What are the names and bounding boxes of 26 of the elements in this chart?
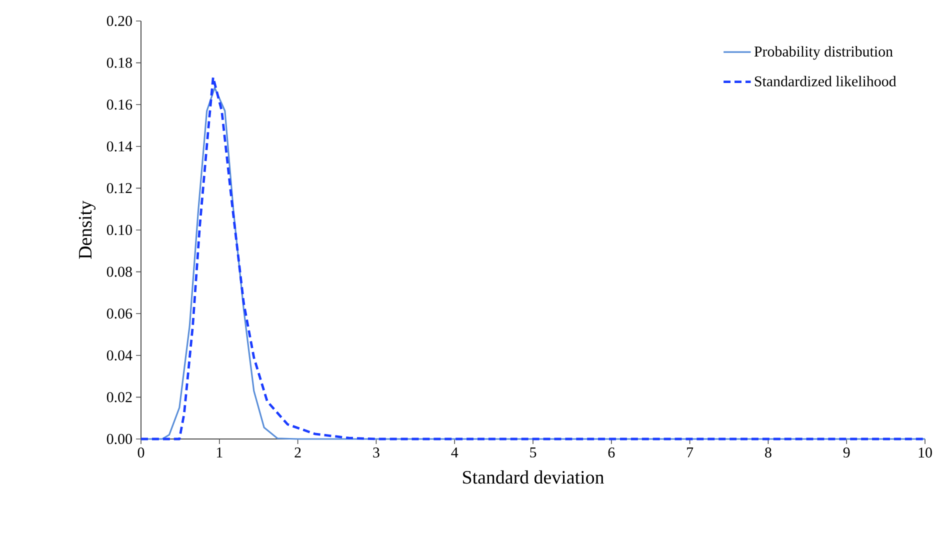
x-tick-label: 5 xyxy=(530,448,536,458)
x-tick-label: 4 xyxy=(451,448,458,458)
y-tick-label: 0.10 xyxy=(106,224,132,236)
y-tick-label: 0.02 xyxy=(106,392,132,402)
x-tick-label: 9 xyxy=(843,448,850,458)
x-axis-title: Standard deviation xyxy=(463,470,604,484)
y-tick-label: 0.14 xyxy=(106,141,132,152)
x-tick-label: 6 xyxy=(608,448,615,458)
y-axis-title: Density xyxy=(78,200,96,259)
y-tick-label: 0.08 xyxy=(106,266,132,277)
y-tick-label: 0.04 xyxy=(106,350,132,360)
x-tick-label: 3 xyxy=(373,448,380,458)
y-tick-label: 0.16 xyxy=(106,100,132,110)
legend-label: Standardized likelihood xyxy=(754,76,896,86)
y-tick-label: 0.20 xyxy=(106,16,132,26)
y-tick-label: 0.00 xyxy=(106,434,132,444)
x-tick-label: 2 xyxy=(294,448,301,458)
x-tick-label: 7 xyxy=(687,448,694,458)
y-tick-label: 0.06 xyxy=(106,308,132,319)
x-tick-label: 10 xyxy=(918,448,932,458)
y-tick-label: 0.18 xyxy=(106,58,132,68)
y-tick-label: 0.12 xyxy=(106,183,132,194)
legend-label: Probability distribution xyxy=(754,46,893,60)
x-tick-label: 1 xyxy=(216,448,222,458)
x-tick-label: 0 xyxy=(138,448,144,458)
x-tick-label: 8 xyxy=(765,448,772,458)
